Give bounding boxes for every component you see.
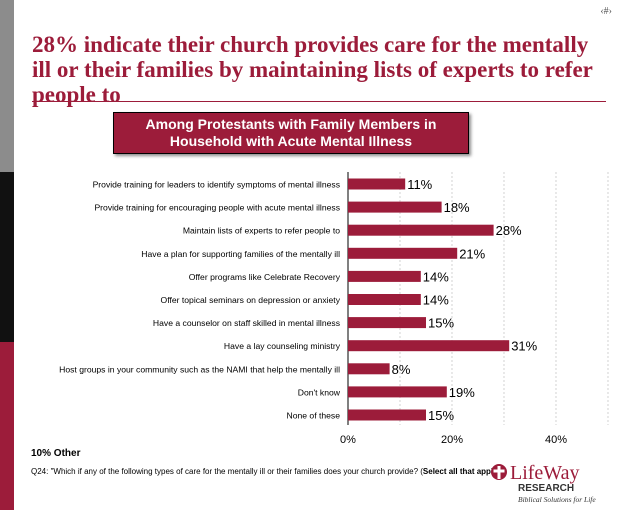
bar <box>348 294 421 305</box>
value-label: 31% <box>511 339 537 354</box>
footnote-bold: Select all that apply <box>422 467 498 476</box>
category-label: Provide training for encouraging people … <box>94 203 340 213</box>
lifeway-research-logo: LifeWay RESEARCH Biblical Solutions for … <box>491 462 596 504</box>
category-label: Have a lay counseling ministry <box>224 341 341 351</box>
slide-number: ‹#› <box>600 6 612 17</box>
value-label: 15% <box>428 408 454 423</box>
bar <box>348 317 426 329</box>
category-label: Don't know <box>298 387 341 397</box>
x-tick-label: 40% <box>545 434 567 446</box>
category-label: Offer programs like Celebrate Recovery <box>189 272 341 282</box>
category-label: Maintain lists of experts to refer peopl… <box>183 226 340 236</box>
side-accent-black <box>0 172 14 342</box>
value-label: 28% <box>496 223 522 238</box>
value-label: 14% <box>423 269 449 284</box>
bar <box>348 178 406 190</box>
category-label: None of these <box>286 411 340 421</box>
footnote-text: Q24: "Which if any of the following type… <box>31 467 423 476</box>
title-divider <box>32 101 606 102</box>
side-accent-gray <box>0 0 14 172</box>
value-label: 21% <box>459 246 485 261</box>
logo-name: LifeWay <box>510 462 579 484</box>
slide-title: 28% indicate their church provides care … <box>32 32 593 107</box>
logo-tagline: Biblical Solutions for Life <box>518 495 596 504</box>
logo-mark-icon <box>491 464 507 480</box>
category-label: Host groups in your community such as th… <box>59 364 340 374</box>
value-label: 14% <box>423 293 449 308</box>
side-accent-red <box>0 342 14 510</box>
category-label: Provide training for leaders to identify… <box>93 180 340 190</box>
value-label: 11% <box>407 177 432 192</box>
bar <box>348 409 426 421</box>
value-label: 19% <box>449 385 475 400</box>
category-label: Have a plan for supporting families of t… <box>141 249 340 259</box>
x-tick-label: 0% <box>340 434 356 446</box>
chart-title-banner: Among Protestants with Family Members in… <box>113 112 469 154</box>
value-label: 8% <box>392 362 411 377</box>
value-label: 15% <box>428 316 454 331</box>
value-label: 18% <box>444 200 470 215</box>
bar <box>348 386 447 398</box>
logo-research: RESEARCH <box>518 483 574 494</box>
other-note: 10% Other <box>31 448 81 459</box>
category-label: Offer topical seminars on depression or … <box>161 295 341 305</box>
bar <box>348 363 390 375</box>
bar <box>348 247 458 259</box>
bar <box>348 201 442 213</box>
bar <box>348 224 494 236</box>
bar <box>348 340 510 352</box>
x-tick-label: 20% <box>441 434 463 446</box>
category-label: Have a counselor on staff skilled in men… <box>153 318 340 328</box>
question-footnote: Q24: "Which if any of the following type… <box>31 467 503 476</box>
bar <box>348 270 421 282</box>
